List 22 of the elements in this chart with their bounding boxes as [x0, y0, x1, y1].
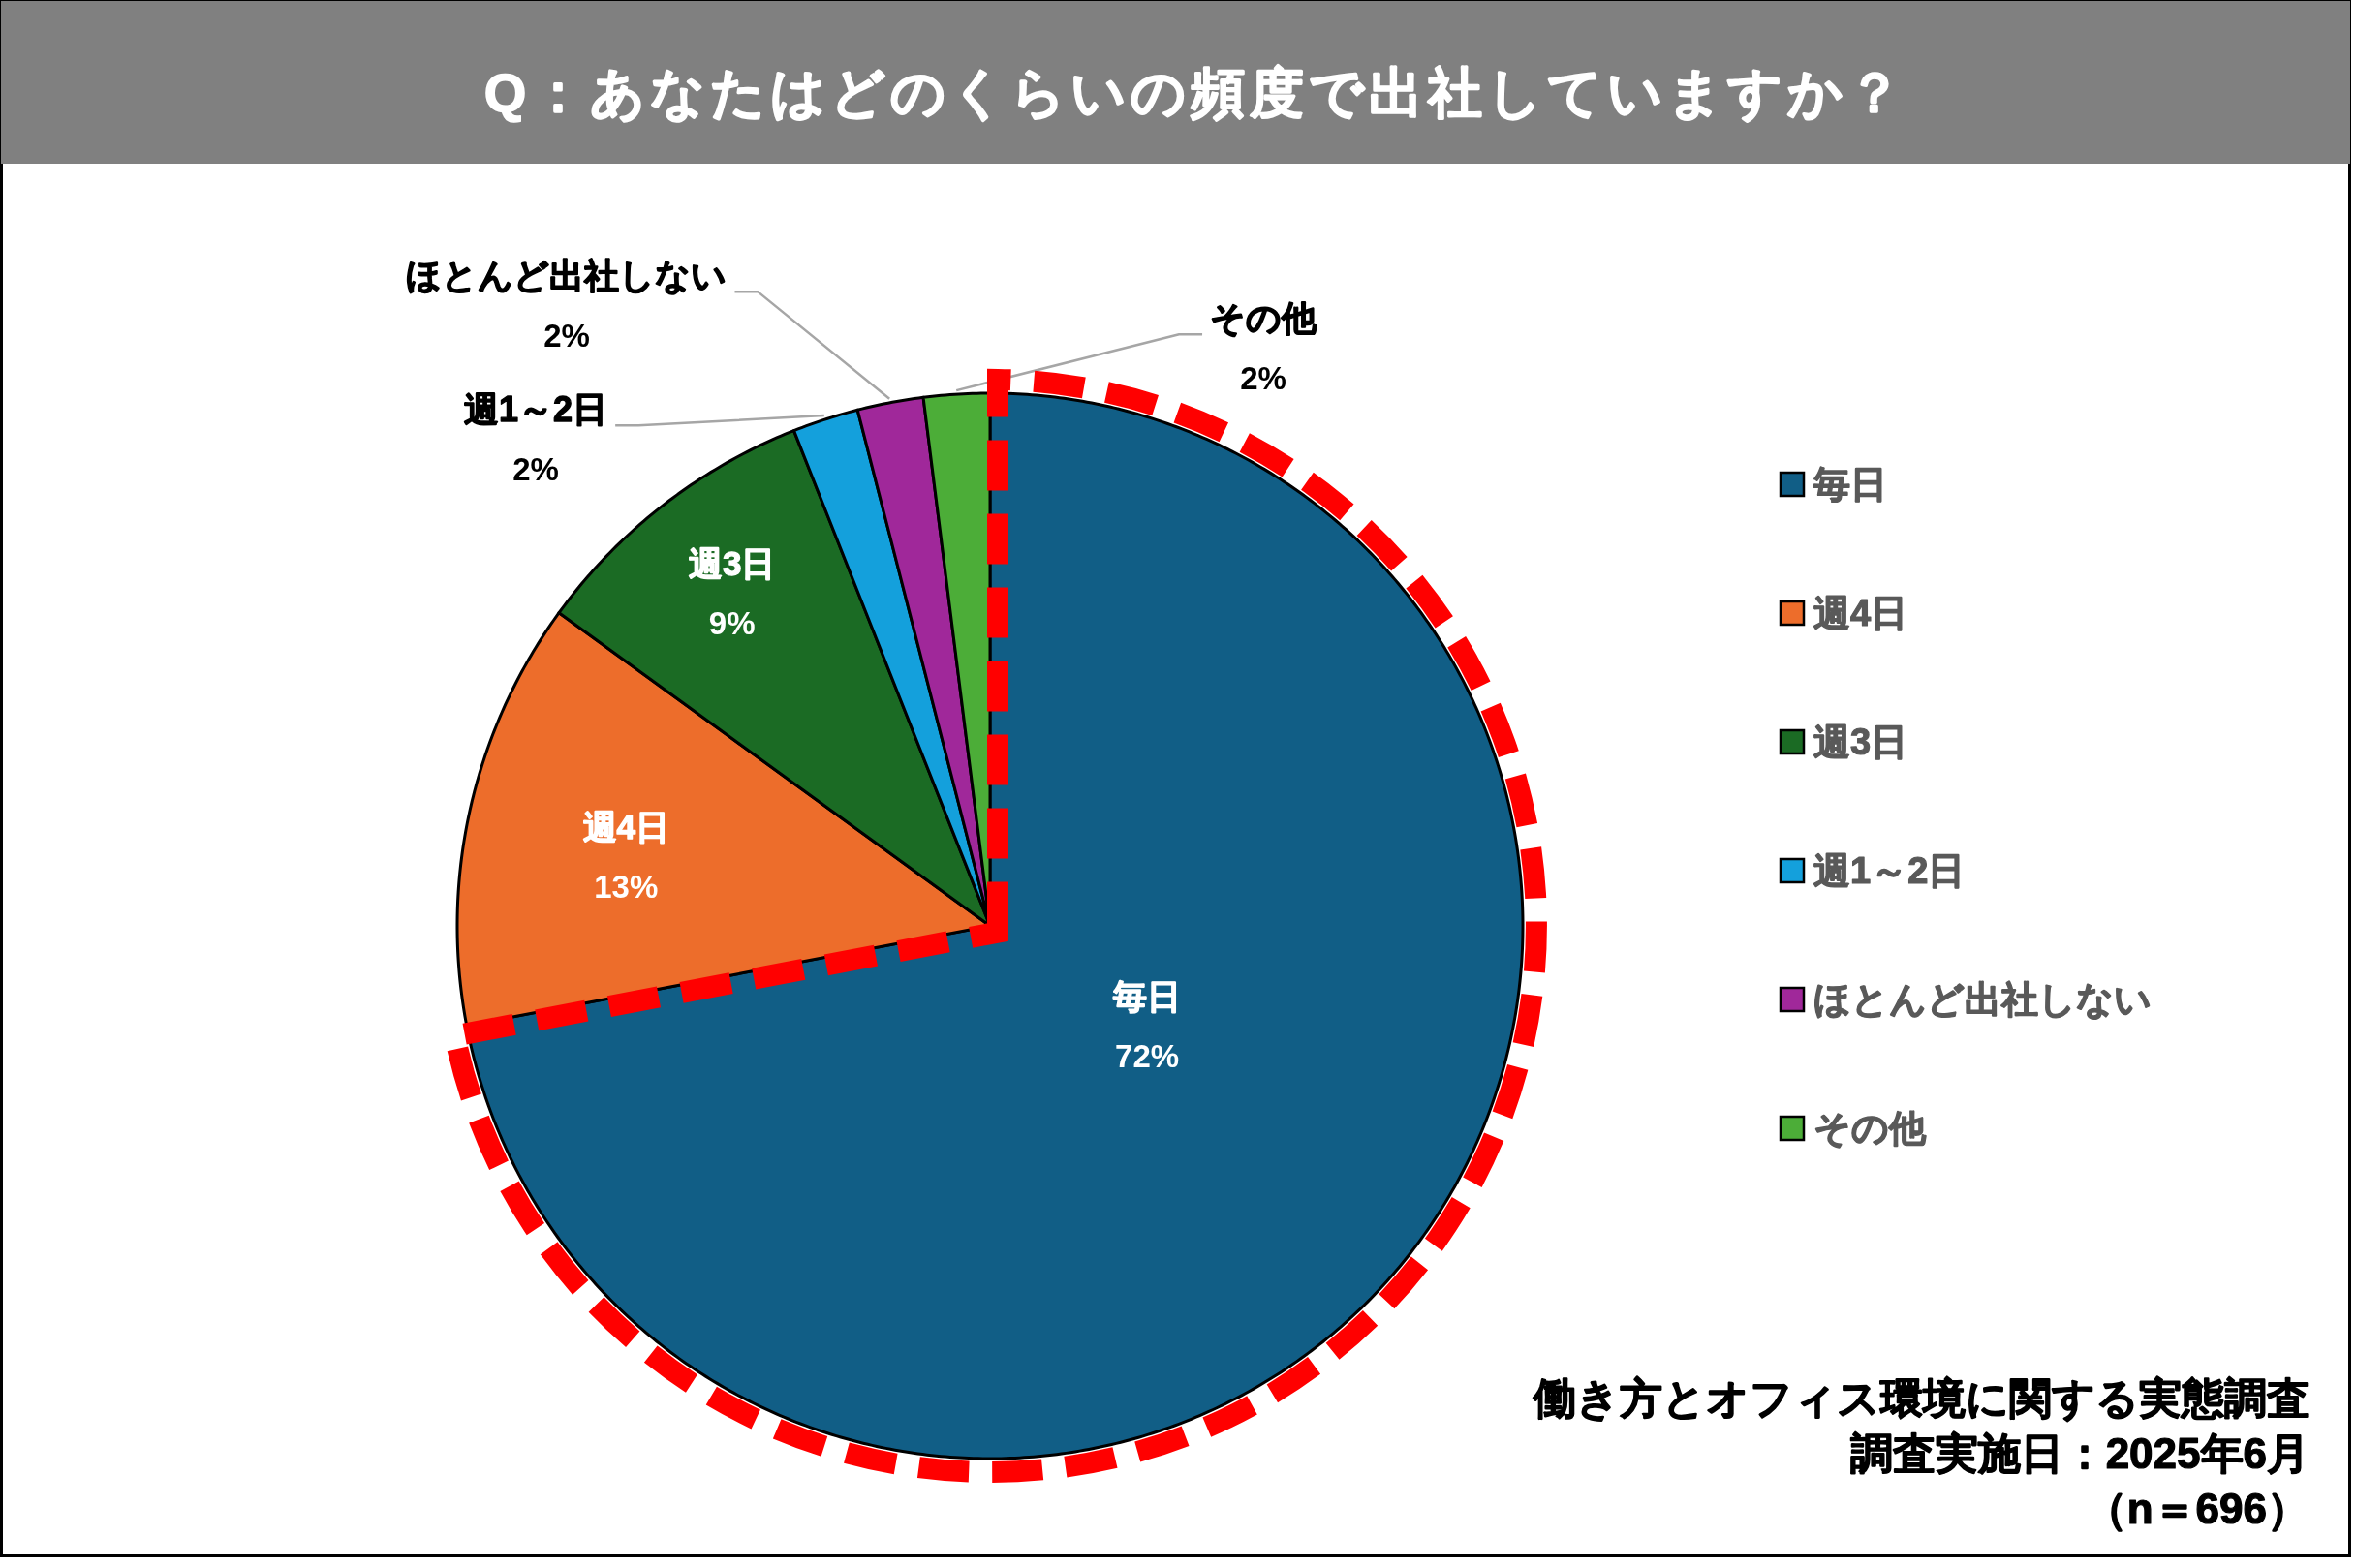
- data-label: 2%: [512, 450, 559, 487]
- legend-label: ほとんど出社しない: [1814, 979, 2152, 1020]
- slice-label: 週3日: [688, 544, 776, 583]
- text: （n＝696）: [2084, 1484, 2310, 1532]
- text: 調査実施日：2025年6月: [1849, 1429, 2310, 1477]
- legend-label: 週3日: [1814, 722, 1908, 762]
- slice-label: 週4日: [582, 807, 670, 845]
- chart-title: Q：あなたはどのくらいの頻度で出社していますか？: [483, 61, 1907, 123]
- data-label: 72%: [1115, 1037, 1180, 1074]
- legend-label: 週4日: [1814, 593, 1908, 633]
- data-label: 2%: [543, 317, 590, 354]
- legend-label: 週1～2日: [1814, 850, 1966, 891]
- slice-label: その他: [1210, 297, 1318, 338]
- slice-label: ほとんど出社しない: [406, 255, 728, 295]
- data-label: 13%: [594, 868, 659, 905]
- data-label: 9%: [708, 605, 756, 642]
- legend-label: その他: [1814, 1108, 1927, 1149]
- legend-label: 毎日: [1813, 464, 1887, 505]
- slice-label: 毎日: [1112, 976, 1182, 1015]
- data-label: 2%: [1240, 359, 1286, 396]
- text: 働き方とオフィス環境に関する実態調査: [1532, 1373, 2310, 1422]
- slice-label: 週1～2日: [464, 388, 608, 429]
